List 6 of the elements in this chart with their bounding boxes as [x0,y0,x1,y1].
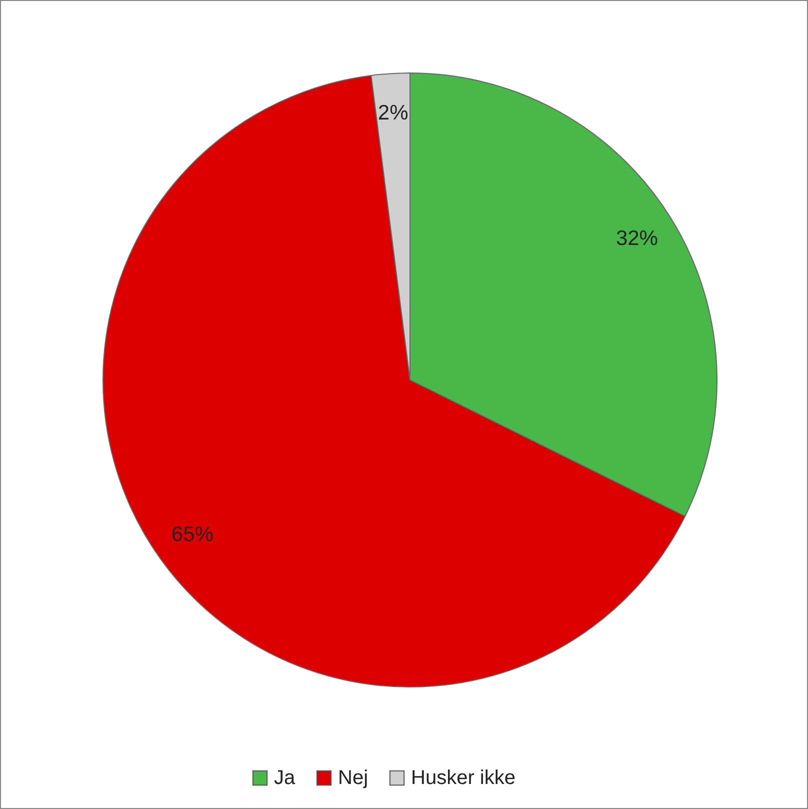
legend-label: Husker ikke [411,767,516,789]
legend-label: Ja [274,767,296,789]
data-label: 65% [171,522,214,546]
data-label: 2% [378,101,408,124]
legend-label: Nej [338,767,368,789]
data-label: 32% [616,227,658,250]
